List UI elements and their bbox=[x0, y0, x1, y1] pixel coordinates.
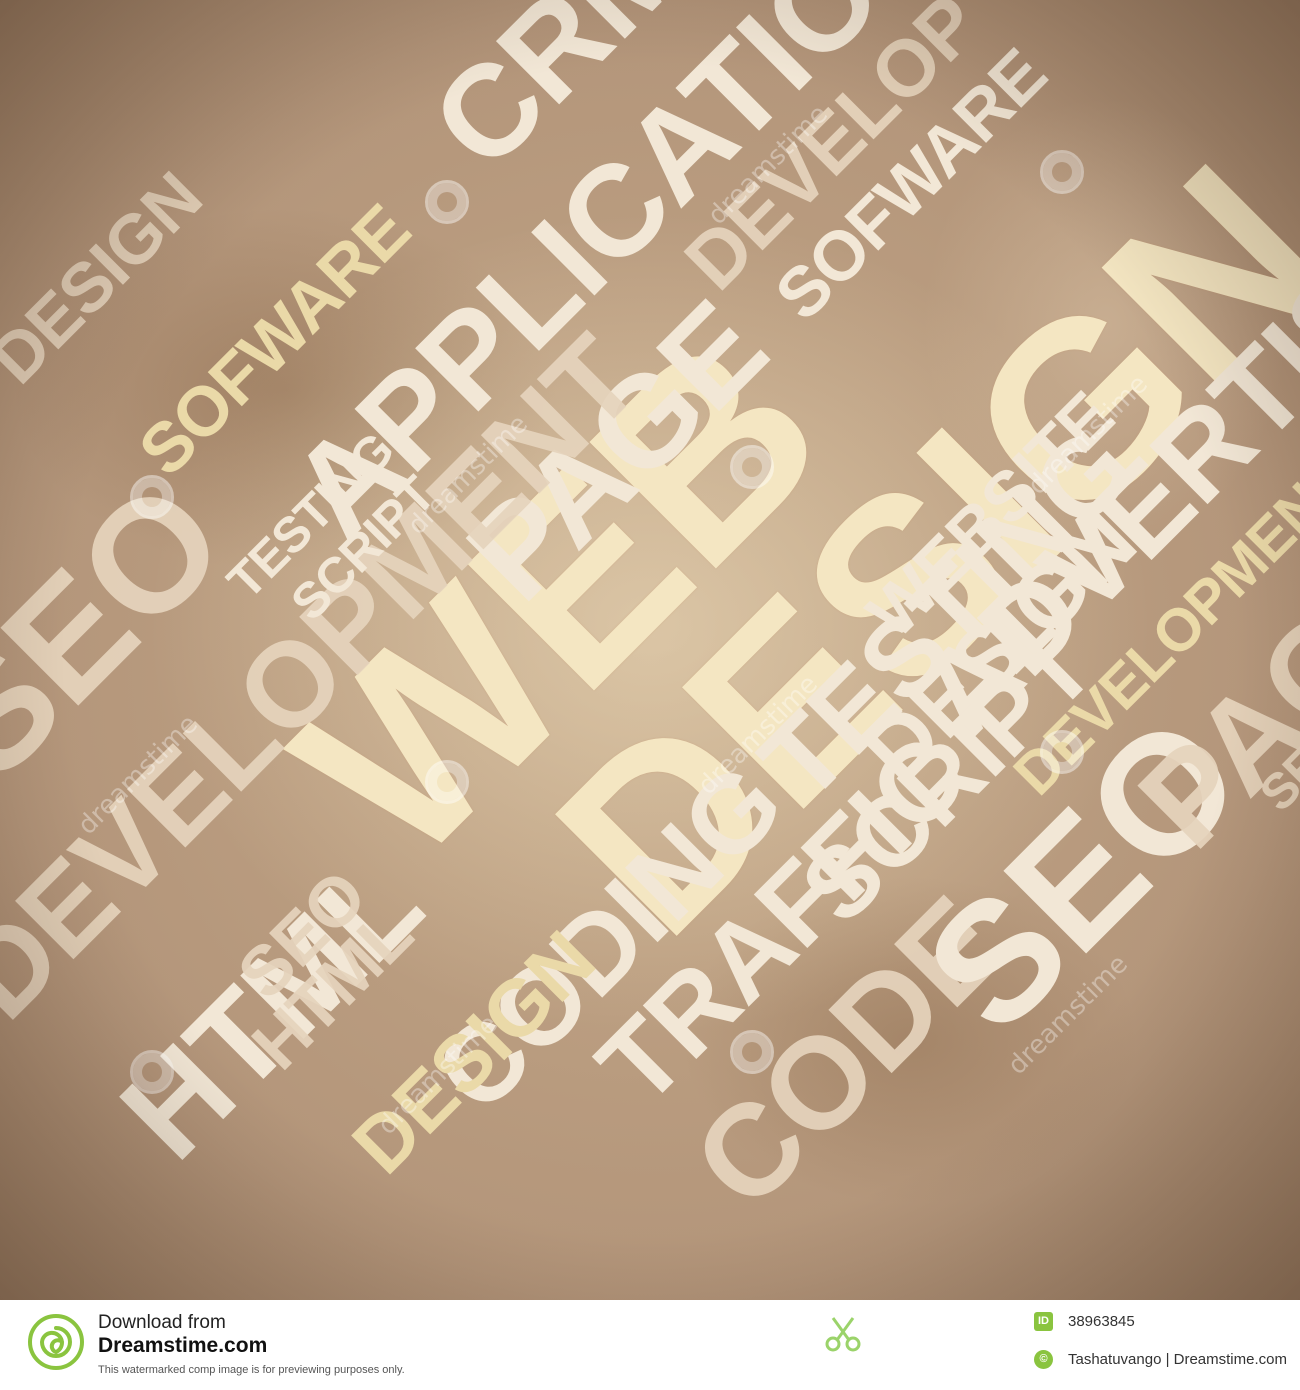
watermark-spiral-icon bbox=[1040, 730, 1084, 774]
copyright-icon: © bbox=[1034, 1350, 1053, 1369]
word-cloud-artwork: WEB DESIGN PAGE APPLICATION DEVELOPMENT … bbox=[0, 0, 1300, 1300]
dreamstime-spiral-logo-icon[interactable] bbox=[28, 1314, 84, 1370]
watermark-spiral-icon bbox=[425, 180, 469, 224]
stock-footer: Download from Dreamstime.com This waterm… bbox=[0, 1300, 1300, 1390]
word-design-corner: DESIGN bbox=[0, 157, 217, 399]
download-label: Download from bbox=[98, 1312, 226, 1333]
watermark-spiral-icon bbox=[1040, 150, 1084, 194]
scissors-icon bbox=[825, 1317, 861, 1352]
id-badge: ID bbox=[1034, 1312, 1053, 1331]
watermark-spiral-icon bbox=[730, 1030, 774, 1074]
watermark-spiral-icon bbox=[730, 445, 774, 489]
watermark-spiral-icon bbox=[425, 760, 469, 804]
preview-notice: This watermarked comp image is for previ… bbox=[98, 1364, 405, 1376]
image-id: 38963845 bbox=[1068, 1313, 1135, 1330]
watermark-spiral-icon bbox=[130, 475, 174, 519]
watermark-spiral-icon bbox=[130, 1050, 174, 1094]
author-credit[interactable]: Tashatuvango | Dreamstime.com bbox=[1068, 1351, 1287, 1368]
site-name-link[interactable]: Dreamstime.com bbox=[98, 1334, 268, 1357]
